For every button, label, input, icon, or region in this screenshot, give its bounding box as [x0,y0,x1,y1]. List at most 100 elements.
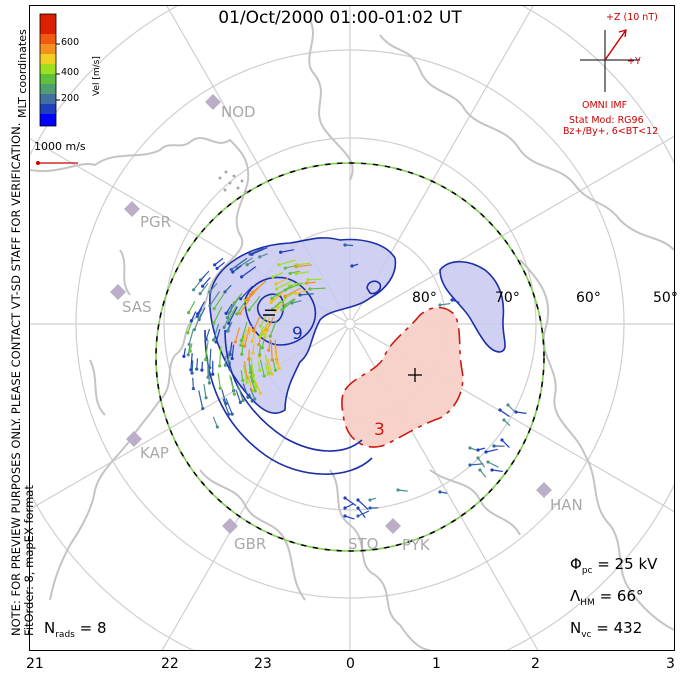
vector-origin [258,391,262,395]
lambda-subscript: HM [580,598,595,608]
vector-origin [356,498,360,502]
vector-origin [476,456,480,460]
station-label-pyk: PYK [402,536,430,554]
velocity-vector [205,328,211,340]
vector-origin [212,307,216,311]
velocity-vector [203,383,207,398]
vector-origin [223,363,227,367]
mlt-label-23: 23 [254,656,272,672]
vector-origin [506,403,510,407]
nvc-symbol: N [570,619,582,637]
fit-order-note: FitOrder: 8, mapEX format [22,485,36,636]
vector-origin [271,275,275,279]
velocity-vector [250,356,255,376]
vector-origin [356,514,360,518]
vector-origin [258,335,262,339]
vector-origin [201,406,205,411]
vector-origin [227,412,231,416]
vector-origin [277,263,281,267]
velocity-vector [235,390,241,403]
velocity-vector [197,301,206,315]
nrads-value: = 8 [79,619,107,637]
vector-origin [226,359,230,363]
vector-origin [238,311,242,316]
vector-origin [438,303,442,307]
vector-origin [258,368,262,372]
vector-origin [191,288,196,292]
vector-origin [247,357,251,361]
velocity-vector [278,259,296,266]
negative-contour-label: 9 [292,324,303,344]
velocity-vector [259,315,267,327]
vector-origin [226,318,231,322]
velocity-vector [209,348,212,368]
velocity-vector [188,300,196,313]
vector-origin [212,321,216,325]
vector-origin [241,341,245,346]
heppner-maynard-boundary-overlay [155,162,545,552]
vector-origin [243,344,247,348]
lambda-symbol: Λ [570,587,581,605]
vector-origin [305,281,309,285]
velocity-vector [217,372,221,389]
vector-origin [248,292,253,297]
vector-origin [233,340,237,344]
velocity-vector [268,338,271,351]
velocity-vector [225,398,233,415]
velocity-vector [190,353,193,370]
colorbar-tick-200: 200 [61,93,80,104]
vector-origin [273,368,278,372]
mlt-label-21: 21 [26,656,44,672]
velocity-vector [261,337,265,348]
latitude-label-70: 70° [495,290,520,306]
velocity-vector [259,344,262,355]
preview-note: NOTE: FOR PREVIEW PURPOSES ONLY. PLEASE … [9,123,36,636]
velocity-vector [209,282,218,293]
vector-origin [218,364,222,368]
vector-origin [198,278,203,282]
vector-origin [207,381,212,385]
vector-origin [270,296,274,300]
velocity-vector [272,271,284,278]
latitude-label-60: 60° [576,290,601,306]
vector-origin [269,300,273,305]
vector-origin [208,304,212,308]
lambda-value: = 66° [599,587,644,605]
pole-marker [344,318,356,330]
velocity-vector [240,370,244,381]
velocity-vector [357,499,369,510]
vector-origin [225,315,229,320]
vector-origin [192,327,197,332]
station-label-gbr: GBR [234,535,267,553]
mlt-label-1: 1 [432,656,441,672]
vector-origin [250,339,254,344]
vector-origin [189,319,193,323]
velocity-vector [357,510,370,517]
velocity-vector [187,345,191,355]
velocity-vector [289,270,300,274]
vector-origin [294,265,298,269]
velocity-vector [231,344,235,359]
velocity-vector [284,298,295,306]
velocity-vector [230,257,248,271]
vector-origin [208,290,212,294]
positive-potential-cell [341,307,463,448]
velocity-vector [264,354,271,374]
latitude-label-80: 80° [412,290,437,306]
vector-origin [201,284,205,288]
velocity-vector [247,292,256,301]
vector-origin [247,331,251,336]
vector-origin [252,373,256,378]
imf-clock-diagram [580,29,640,92]
vector-origin [350,264,354,268]
velocity-vector [215,329,221,343]
velocity-vector [271,292,284,302]
vector-origin [486,460,490,464]
velocity-vector [248,349,250,360]
positive-contour-label: 3 [374,420,385,440]
vector-origin [223,290,227,294]
positive-contour [341,306,464,448]
velocity-vector [236,299,247,315]
vector-origin [343,514,347,518]
vector-origin [502,418,506,422]
